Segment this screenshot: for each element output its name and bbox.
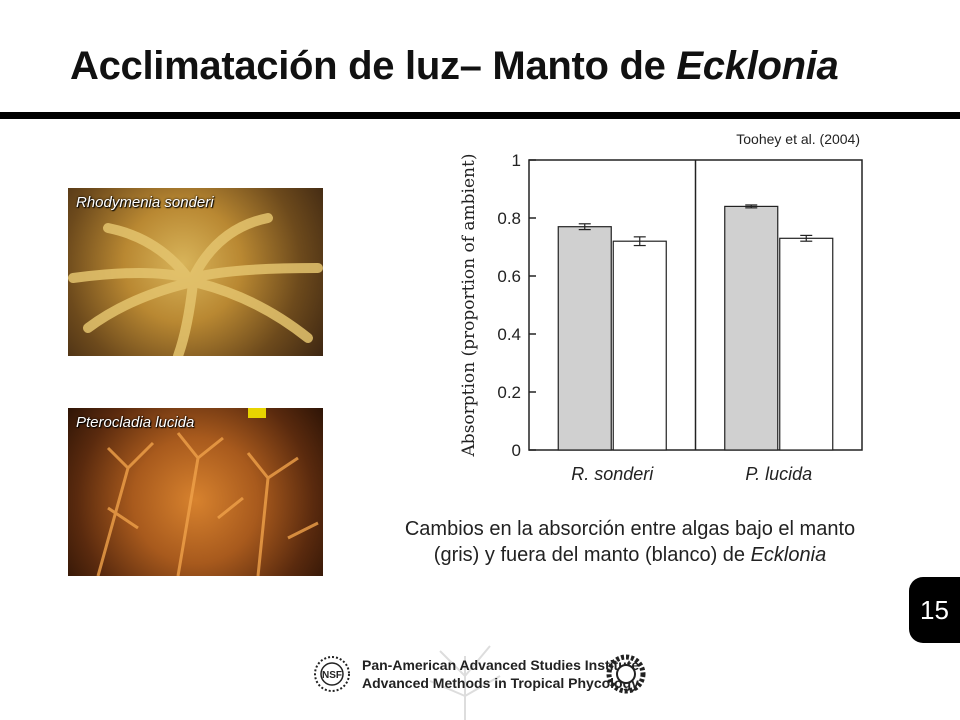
slide-title: Acclimatación de luz– Manto de Ecklonia xyxy=(70,44,839,89)
y-axis-label: Absorption (proportion of ambient) xyxy=(459,154,479,458)
photo-label-pterocladia: Pterocladia lucida xyxy=(76,414,195,431)
bar xyxy=(557,226,612,451)
x-category-label: P. lucida xyxy=(745,464,812,484)
seaweed-watermark xyxy=(429,645,501,720)
footer-institute: Pan-American Advanced Studies Institute … xyxy=(362,656,639,692)
chart-caption: Cambios en la absorción entre algas bajo… xyxy=(400,516,860,568)
yellow-marker-icon xyxy=(248,408,266,418)
photo-rhodymenia-art xyxy=(68,213,323,356)
x-category-label: R. sonderi xyxy=(571,464,654,484)
y-tick-label: 0 xyxy=(512,441,521,460)
bar xyxy=(724,205,779,451)
page-number-badge: 15 xyxy=(909,577,960,643)
photo-rhodymenia: Rhodymenia sonderi xyxy=(68,188,323,356)
absorption-bar-chart: 0 0.2 0.4 0.6 0.8 1 R. sonderi P. lucida Absorpt… xyxy=(459,151,863,484)
bar xyxy=(779,237,834,451)
bar xyxy=(612,240,667,451)
caption-italic: Ecklonia xyxy=(750,544,827,566)
footer-line2: Advanced Methods in Tropical Phycology xyxy=(362,675,639,691)
footer-line1: Pan-American Advanced Studies Institute xyxy=(362,657,640,673)
photo-pterocladia: Pterocladia lucida xyxy=(68,408,323,576)
y-tick-label: 0.4 xyxy=(497,325,521,344)
y-tick-label: 1 xyxy=(512,151,521,170)
y-tick-label: 0.6 xyxy=(497,267,521,286)
title-divider xyxy=(0,112,960,119)
y-tick-label: 0.8 xyxy=(497,209,521,228)
slide-title-main: Acclimatación de luz– Manto de xyxy=(70,44,677,88)
photo-label-rhodymenia: Rhodymenia sonderi xyxy=(76,194,214,211)
citation: Toohey et al. (2004) xyxy=(736,131,860,147)
slide-title-italic: Ecklonia xyxy=(676,44,839,88)
nsf-logo-text: NSF xyxy=(322,670,342,681)
nsf-logo: NSF xyxy=(314,656,350,692)
caption-main: Cambios en la absorción entre algas bajo… xyxy=(404,518,856,566)
y-tick-label: 0.2 xyxy=(497,383,521,402)
photo-pterocladia-art xyxy=(96,408,319,576)
sunburst-logo xyxy=(606,654,646,694)
